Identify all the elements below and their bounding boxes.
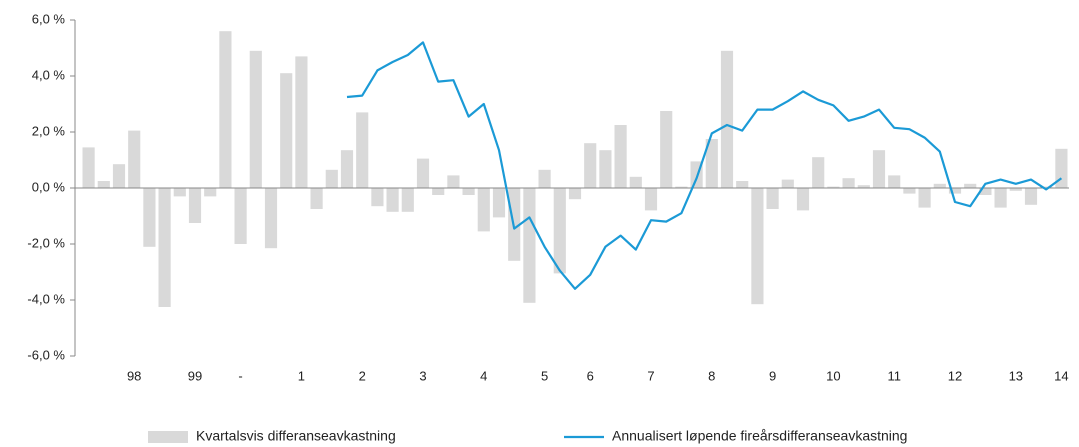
bar	[933, 183, 946, 188]
x-tick-label: 13	[1009, 368, 1023, 383]
bar	[736, 181, 749, 188]
y-tick-label: -4,0 %	[27, 291, 65, 306]
x-tick-label: 9	[769, 368, 776, 383]
bar	[857, 185, 870, 188]
bar	[675, 186, 688, 188]
x-tick-label: 6	[587, 368, 594, 383]
bar	[994, 188, 1007, 208]
bar	[310, 188, 323, 209]
y-tick-label: 6,0 %	[32, 11, 66, 26]
bar	[280, 73, 293, 188]
bar	[812, 157, 825, 188]
y-tick-label: -2,0 %	[27, 235, 65, 250]
bar	[766, 188, 779, 209]
legend-swatch	[148, 431, 188, 443]
bar	[143, 188, 156, 247]
bar	[447, 175, 460, 188]
x-tick-label: 1	[298, 368, 305, 383]
x-tick-label: 8	[708, 368, 715, 383]
bar	[948, 188, 962, 194]
bar	[432, 188, 445, 195]
legend-label: Kvartalsvis differanseavkastning	[196, 428, 396, 444]
bar	[903, 188, 916, 194]
line	[346, 41, 1063, 290]
bar	[584, 143, 597, 188]
x-tick-label: 12	[948, 368, 962, 383]
x-tick-label: 5	[541, 368, 548, 383]
bar	[614, 125, 627, 188]
bar	[371, 188, 384, 207]
bar	[1055, 148, 1068, 188]
bar	[249, 50, 262, 188]
bar	[781, 179, 794, 188]
bar	[462, 188, 475, 195]
bar	[112, 164, 126, 188]
bar	[918, 188, 931, 208]
bar	[1024, 188, 1038, 205]
bar	[842, 178, 855, 188]
x-tick-label: 3	[419, 368, 426, 383]
x-tick-label: 99	[188, 368, 202, 383]
bar	[173, 188, 186, 197]
bar	[538, 169, 551, 188]
x-tick-label: 14	[1054, 368, 1068, 383]
bar	[82, 147, 95, 188]
bar	[553, 188, 566, 274]
bar	[234, 188, 247, 244]
bar	[204, 188, 217, 197]
y-tick-label: -6,0 %	[27, 347, 65, 362]
bar	[401, 188, 414, 212]
bar	[629, 176, 642, 188]
bar	[660, 111, 673, 188]
bar	[523, 188, 536, 303]
bar	[97, 181, 110, 188]
bar	[599, 150, 612, 188]
bar	[827, 186, 840, 188]
bar	[705, 139, 718, 188]
bar	[386, 188, 399, 212]
bar	[872, 150, 886, 188]
bar	[295, 56, 308, 189]
bar	[979, 188, 992, 195]
bar	[128, 130, 141, 188]
bar	[356, 112, 369, 188]
y-tick-label: 4,0 %	[32, 67, 66, 82]
bar	[219, 31, 232, 189]
bar	[796, 188, 810, 211]
bar	[1009, 188, 1022, 191]
x-tick-label: 10	[826, 368, 840, 383]
bar	[644, 188, 658, 211]
bar	[325, 169, 338, 188]
bar	[568, 188, 582, 200]
legend-label: Annualisert løpende fireårsdifferanseavk…	[612, 428, 907, 444]
x-tick-label: 11	[887, 368, 901, 383]
bar	[751, 188, 764, 305]
bar	[888, 175, 901, 188]
bar	[416, 158, 430, 188]
x-tick-label: 98	[127, 368, 141, 383]
x-tick-label: -	[238, 368, 242, 383]
y-tick-label: 0,0 %	[32, 179, 66, 194]
bar	[964, 183, 977, 188]
bar	[492, 188, 506, 218]
bar	[158, 188, 171, 307]
bar	[477, 188, 490, 232]
bar	[264, 188, 278, 249]
bar	[188, 188, 202, 223]
bar	[340, 150, 354, 188]
x-tick-label: 7	[647, 368, 654, 383]
bar	[720, 50, 734, 188]
bar	[1040, 186, 1053, 188]
x-tick-label: 4	[480, 368, 487, 383]
x-tick-label: 2	[359, 368, 366, 383]
y-tick-label: 2,0 %	[32, 123, 66, 138]
